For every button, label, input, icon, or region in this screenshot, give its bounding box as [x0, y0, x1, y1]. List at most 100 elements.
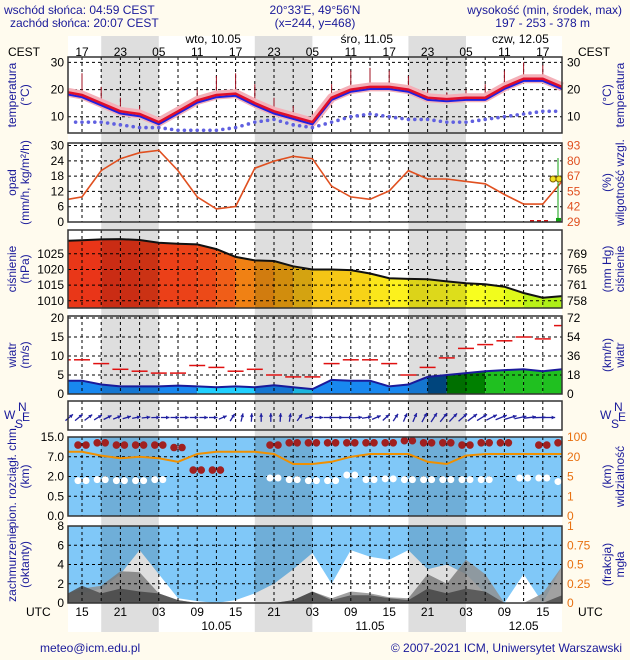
wind-arrow-head: [259, 413, 264, 417]
compass-n: N: [614, 400, 623, 414]
day-label-top: wto, 10.05: [185, 32, 242, 46]
dew-point-dot: [150, 125, 155, 130]
cloudbase-panel-tick-right: 100: [567, 430, 587, 444]
cloud-top-dot: [208, 466, 217, 474]
cloud-base-dot: [477, 476, 485, 484]
pressure-axis-title-left: ciśnienie: [5, 245, 19, 292]
low-cloud-area: [68, 585, 562, 603]
utc-tick-label: 21: [267, 605, 281, 619]
pressure-fill-segment: [312, 269, 332, 308]
cloud-top-dot: [274, 441, 282, 449]
wind-arrow-head: [385, 414, 390, 419]
wind-arrow-head: [403, 413, 408, 418]
compass-s: S: [611, 417, 619, 431]
cest-tick-label: 23: [421, 45, 435, 59]
wind-arrow-head: [117, 415, 122, 419]
cloud-panel-tick-left: 4: [57, 558, 64, 572]
cloud-base-dot: [332, 477, 340, 485]
cloud-panel-tick-right: 0.25: [567, 577, 591, 591]
timezone-bottom-right: UTC: [578, 605, 603, 619]
wind-speed-fill-segment: [446, 373, 466, 394]
footer-copyright: © 2007-2021 ICM, Uniwersytet Warszawski: [391, 641, 622, 655]
pressure-fill-segment: [446, 281, 466, 308]
dew-point-dot: [425, 117, 430, 122]
cloud-base-dot: [151, 476, 159, 484]
pressure-fill-segment: [139, 240, 159, 308]
wind-arrow: [170, 415, 180, 420]
wind-arrow-head: [278, 413, 283, 417]
wind-arrow-head: [175, 415, 180, 420]
cloudbase-panel-tick-right: 20: [567, 450, 581, 464]
cloud-top-dot: [331, 438, 340, 447]
wind-direction-panel-frame: [67, 400, 563, 431]
temp-axis-title-right: temperatura: [613, 62, 627, 127]
wind-axis-title-left: wiatr: [5, 342, 19, 368]
wind-arrow: [74, 413, 83, 422]
cest-tick-label: 05: [152, 45, 166, 59]
wind-arrow-head: [156, 415, 160, 420]
wind-arrow: [421, 412, 428, 423]
dew-point-dot: [304, 124, 308, 129]
wind-arrow: [352, 415, 363, 420]
wind-panel-frame: [67, 315, 563, 395]
dew-point-dot: [406, 117, 411, 122]
utc-tick-label: 03: [306, 605, 320, 619]
pressure-fill-segment: [197, 244, 217, 308]
cloud-panel-tick-right: 0: [567, 596, 574, 610]
visibility-line: [68, 450, 562, 466]
precip-panel-tick-left: 6: [57, 200, 64, 214]
wind-speed-fill-segment: [120, 386, 140, 394]
night-band: [408, 36, 466, 632]
wind-arrow: [371, 415, 381, 420]
cloud-base-dot: [101, 476, 109, 484]
dew-point-dot: [201, 128, 206, 133]
pressure-axis-title-right: (mm Hg): [600, 246, 614, 293]
cloud-base-dot: [458, 476, 466, 484]
sunrise-text: wschód słońca: 04:59 CEST: [3, 3, 155, 17]
cest-tick-label: 11: [191, 45, 204, 59]
wind-speed-fill-segment: [408, 376, 428, 394]
cloud-panel-tick-left: 6: [57, 538, 64, 552]
dew-point-dot: [285, 121, 289, 125]
wind-arrow: [467, 413, 478, 422]
wind-arrow: [514, 415, 527, 420]
wind-panel-tick-right: 54: [567, 330, 581, 344]
dew-point-dot: [477, 118, 481, 123]
cloud-base-dot: [535, 474, 543, 482]
dew-point-dot: [227, 126, 231, 131]
pressure-fill-segment: [82, 239, 102, 308]
wind-arrow-head: [249, 413, 254, 417]
dew-point-dot: [208, 128, 212, 133]
dew-point-dot: [438, 119, 443, 124]
cloud-top-dot: [466, 441, 474, 449]
dew-point-dot: [125, 123, 129, 128]
cest-tick-label: 17: [536, 45, 550, 59]
cloud-base-dot: [312, 477, 320, 485]
dew-point-dot: [189, 128, 193, 133]
footer-email[interactable]: meteo@icm.edu.pl: [40, 641, 140, 655]
cloud-top-dot: [101, 438, 109, 447]
wind-arrow: [84, 414, 93, 421]
cloud-top-dot: [419, 438, 428, 447]
cloud-base-dot: [351, 471, 359, 479]
pressure-fill-segment: [254, 260, 274, 308]
precip-panel-tick-right: 93: [567, 139, 581, 153]
cloud-base-dot: [140, 477, 148, 485]
wind-arrow: [402, 413, 408, 422]
utc-tick-label: 09: [191, 605, 205, 619]
cloud-top-dot: [131, 441, 140, 449]
wind-arrow: [141, 415, 151, 420]
compass-e: E: [618, 410, 626, 424]
wind-speed-fill-segment: [197, 386, 217, 394]
cloud-base-dot: [82, 477, 90, 485]
dew-point-dot: [86, 120, 91, 124]
dew-point-dot: [297, 123, 302, 128]
wind-arrow-head: [185, 415, 189, 420]
compass-left: N W E S: [4, 400, 30, 431]
cloud-top-dot: [543, 441, 551, 449]
precip-axis-title-right: wilgotność wzgl.: [613, 139, 627, 227]
dew-point-dot: [182, 128, 187, 133]
dew-point-dot: [323, 122, 328, 126]
